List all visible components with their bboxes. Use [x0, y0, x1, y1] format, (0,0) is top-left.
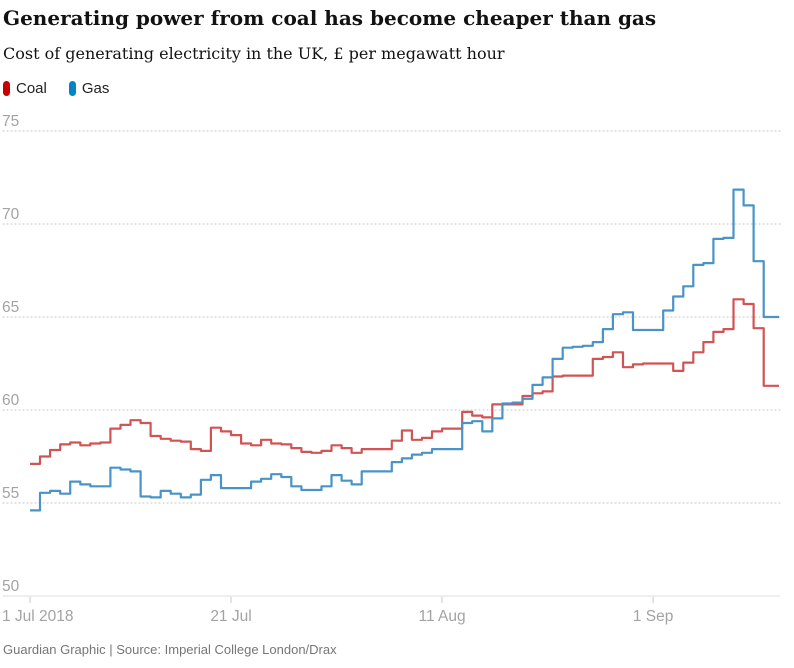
legend-item-gas: Gas: [68, 80, 110, 97]
gridlines: [2, 130, 781, 597]
x-tick-label: 11 Aug: [418, 608, 465, 625]
legend: Coal Gas: [3, 80, 109, 97]
y-tick-label: 60: [2, 392, 20, 409]
x-tick-label: 1 Jul 2018: [2, 608, 74, 625]
chart-title: Generating power from coal has become ch…: [3, 6, 657, 30]
gas-line: [30, 188, 779, 512]
legend-label-coal: Coal: [16, 80, 47, 97]
x-tick-label: 1 Sep: [633, 608, 674, 625]
coal-line: [30, 298, 779, 465]
chart-subtitle: Cost of generating electricity in the UK…: [3, 44, 505, 63]
series-lines: [30, 188, 779, 512]
source-credit: Guardian Graphic | Source: Imperial Coll…: [3, 642, 337, 657]
x-axis: 1 Jul 2018 21 Jul 11 Aug 1 Sep: [2, 597, 673, 625]
y-axis-labels: 50 55 60 65 70 75: [2, 113, 20, 595]
y-tick-label: 55: [2, 485, 19, 502]
y-tick-label: 50: [2, 578, 20, 595]
coal-swatch-icon: [3, 81, 10, 96]
legend-item-coal: Coal: [3, 80, 47, 97]
x-tick-label: 21 Jul: [210, 608, 251, 625]
y-tick-label: 70: [2, 206, 20, 223]
y-tick-label: 65: [2, 299, 19, 316]
legend-label-gas: Gas: [81, 80, 110, 97]
gas-swatch-icon: [68, 81, 76, 96]
y-tick-label: 75: [2, 113, 19, 130]
